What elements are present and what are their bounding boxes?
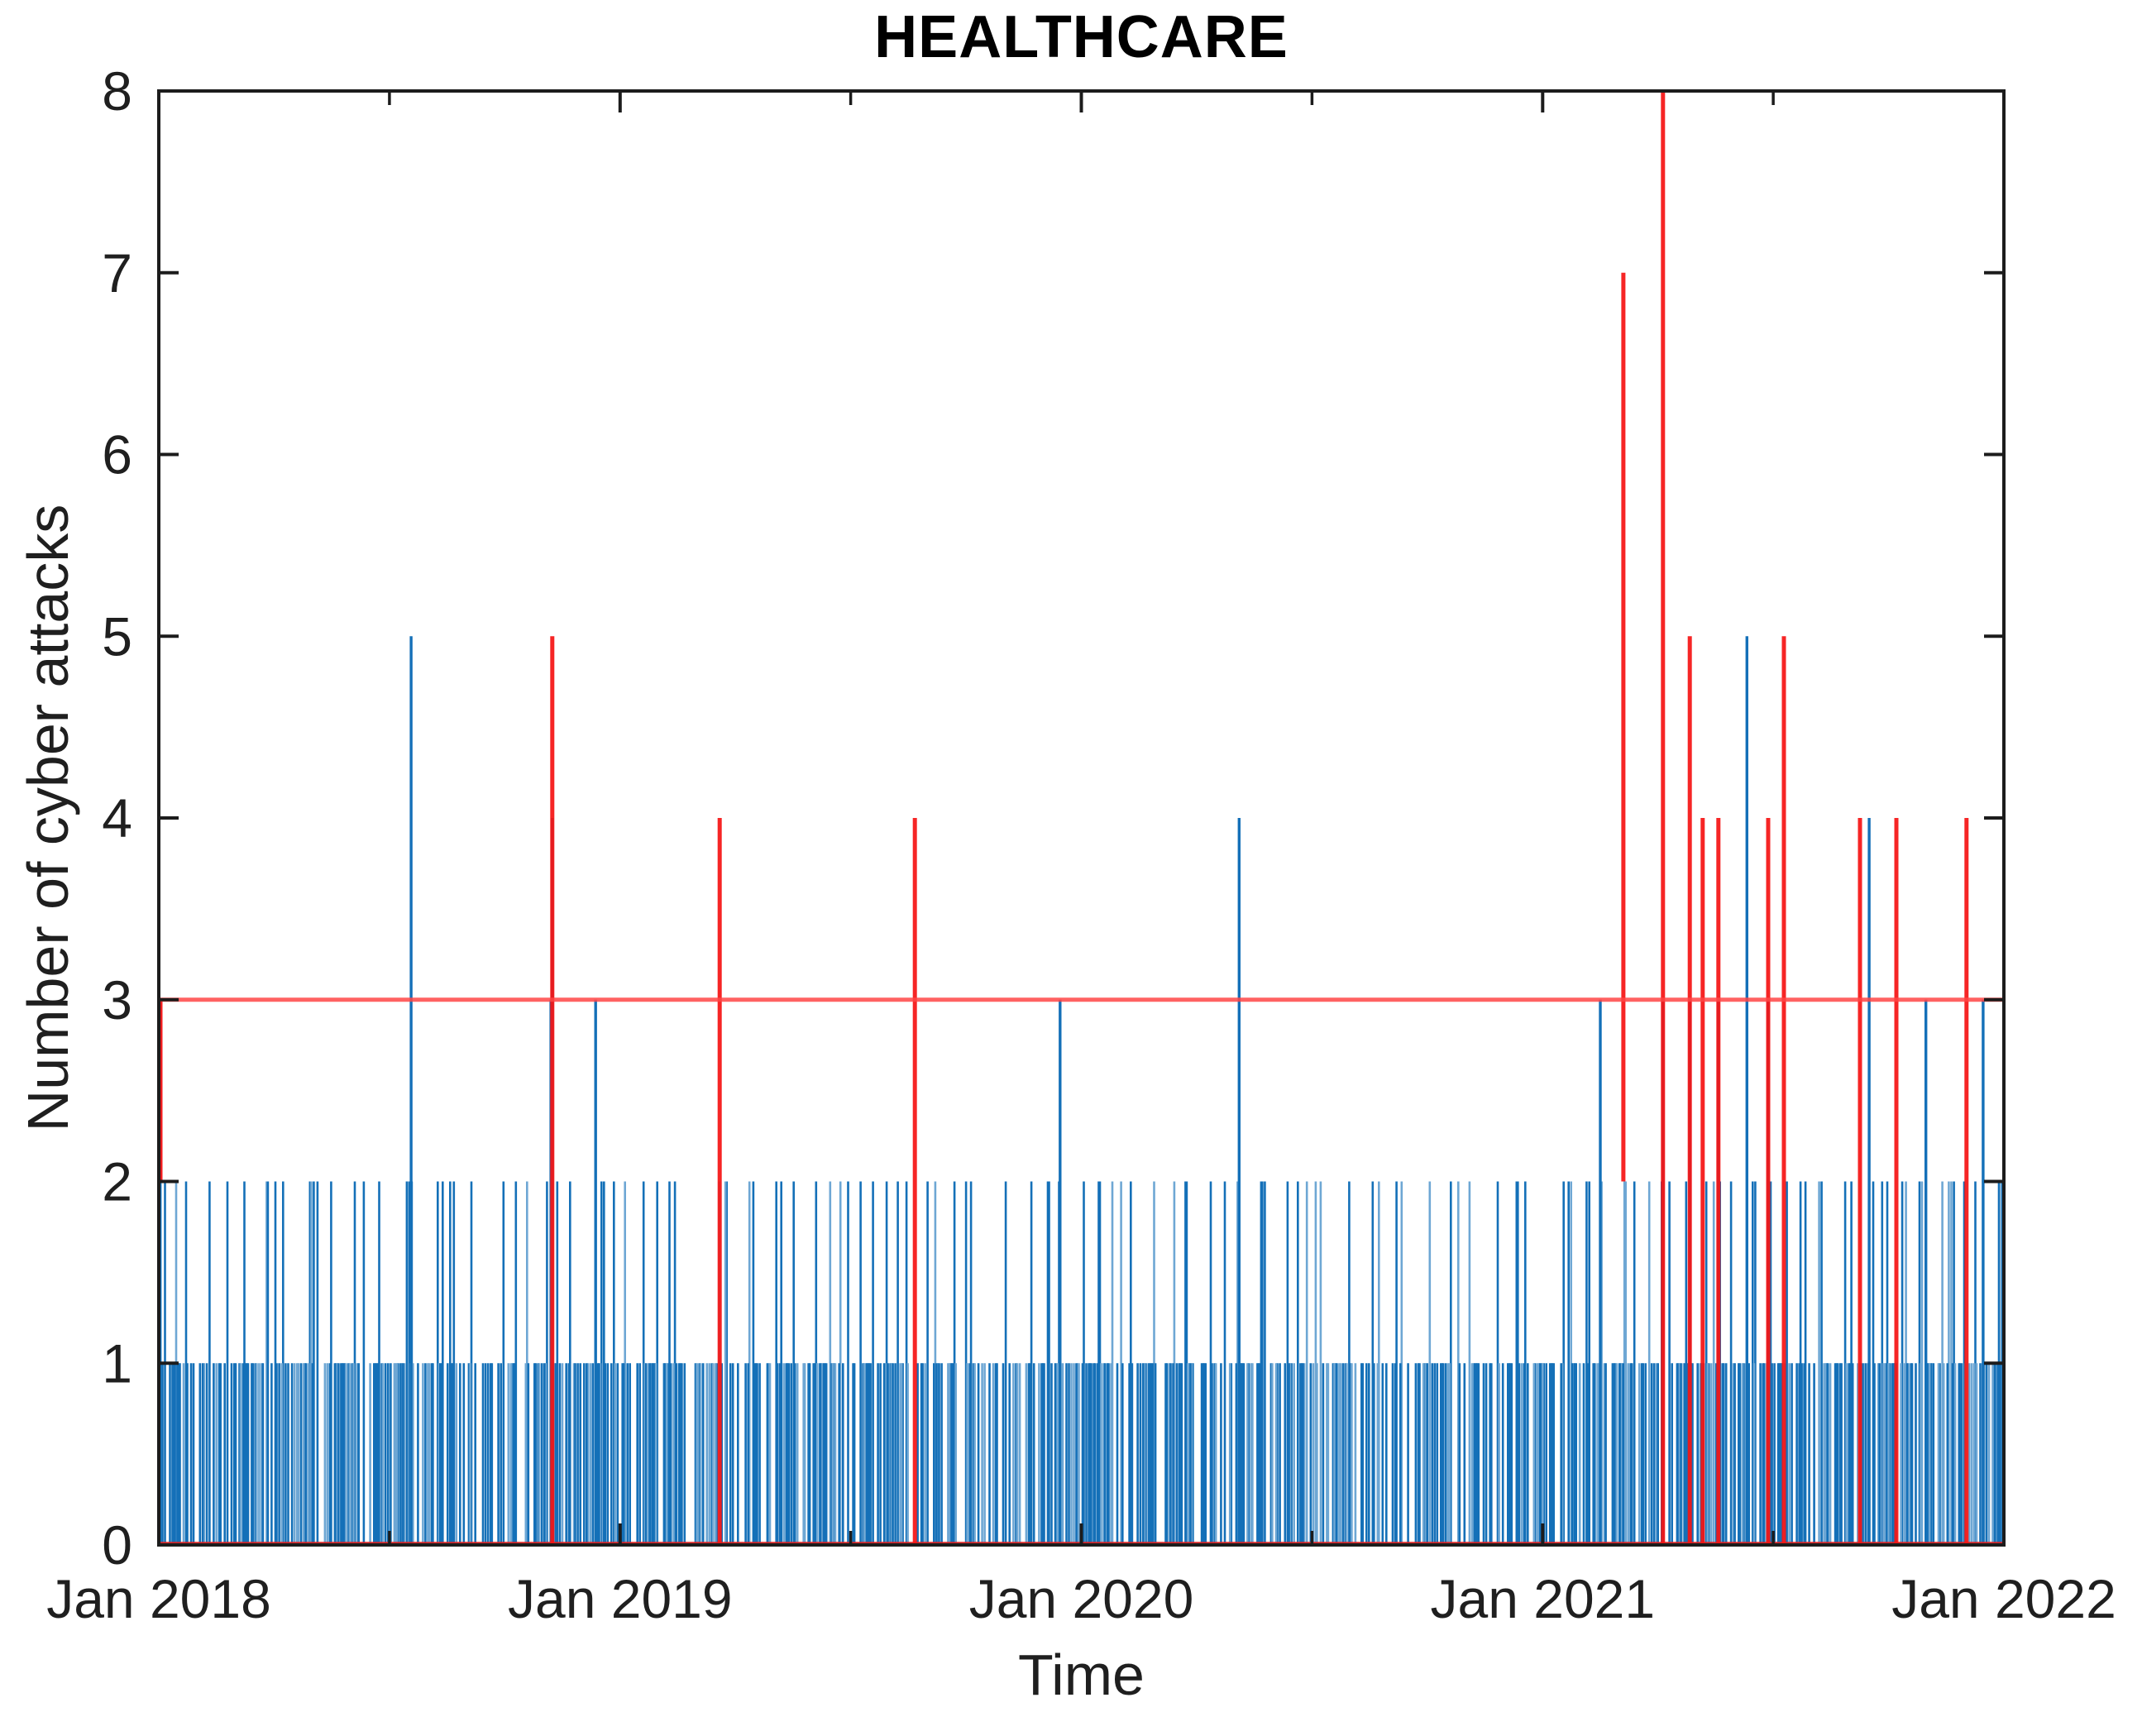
plot-box xyxy=(157,89,2006,1547)
svg-text:5: 5 xyxy=(102,605,132,667)
red-series xyxy=(158,91,2004,1545)
svg-text:Jan 2021: Jan 2021 xyxy=(1431,1568,1656,1629)
chart-title: HEALTHCARE xyxy=(874,4,1289,70)
svg-text:4: 4 xyxy=(102,787,132,849)
svg-text:Jan 2018: Jan 2018 xyxy=(46,1568,271,1629)
axis-ticks xyxy=(157,91,2006,1545)
svg-text:3: 3 xyxy=(102,969,132,1031)
y-axis-tick-labels: 0 1 2 3 4 5 6 7 8 xyxy=(102,60,132,1576)
svg-text:0: 0 xyxy=(102,1514,132,1576)
blue-series-background xyxy=(157,1181,2004,1545)
svg-text:Jan 2020: Jan 2020 xyxy=(969,1568,1194,1629)
svg-text:7: 7 xyxy=(102,242,132,304)
svg-text:8: 8 xyxy=(102,60,132,122)
svg-text:Jan 2019: Jan 2019 xyxy=(508,1568,733,1629)
svg-text:2: 2 xyxy=(102,1151,132,1212)
x-axis-tick-labels: Jan 2018 Jan 2019 Jan 2020 Jan 2021 Jan 2022 xyxy=(46,1568,2116,1629)
svg-text:Jan 2022: Jan 2022 xyxy=(1891,1568,2116,1629)
x-axis-label: Time xyxy=(1018,1643,1145,1707)
svg-text:1: 1 xyxy=(102,1332,132,1394)
svg-text:6: 6 xyxy=(102,424,132,485)
